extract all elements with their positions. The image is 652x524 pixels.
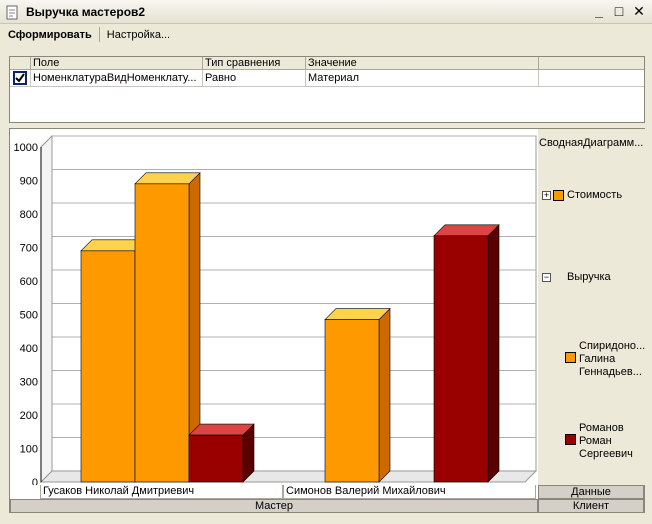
row-axis-button[interactable]: Мастер (10, 499, 538, 513)
legend-entry-line: Геннадьев... (579, 366, 642, 378)
legend-swatch-cost (553, 190, 564, 201)
legend-entry-romanov[interactable]: Романов Роман Сергеевич (565, 422, 652, 461)
pivot-chart-panel: 0 100 200 300 400 500 600 700 800 900 1000 Сводная… (9, 128, 646, 513)
bar-side (487, 224, 500, 483)
filter-table: Поле Тип сравнения Значение Номенклатура… (9, 56, 645, 123)
legend-entry-line: Романов (579, 422, 624, 434)
legend-group-label: Выручка (567, 271, 611, 283)
legend: СводнаяДиаграмм... + Стоимость − Выручка… (538, 129, 646, 485)
toolbar-separator (98, 27, 100, 42)
filter-header: Поле Тип сравнения Значение (10, 57, 644, 70)
y-tick-label: 1000 (14, 142, 38, 154)
y-tick-label: 400 (20, 343, 38, 355)
x-axis-categories: Гусаков Николай Дмитриевич Симонов Валер… (40, 485, 536, 499)
column-axis-button[interactable]: Клиент (538, 499, 644, 513)
chart-side-wall (40, 134, 53, 484)
filter-value-cell[interactable]: Материал (306, 70, 539, 86)
filter-comparison-cell[interactable]: Равно (203, 70, 306, 86)
header-value[interactable]: Значение (306, 57, 539, 69)
x-category-label[interactable]: Гусаков Николай Дмитриевич (40, 485, 283, 499)
y-tick-label: 700 (20, 243, 38, 255)
close-button[interactable]: ✕ (633, 3, 645, 19)
y-tick-label: 500 (20, 310, 38, 322)
bar (188, 434, 244, 483)
bar-top (188, 423, 255, 436)
legend-entry-spiridonova[interactable]: Спиридоно... Галина Геннадьев... (565, 340, 652, 379)
header-field[interactable]: Поле (31, 57, 203, 69)
settings-button[interactable]: Настройка... (106, 28, 171, 41)
y-tick-label: 600 (20, 276, 38, 288)
legend-entry-line: Роман (579, 435, 612, 447)
y-tick-label: 300 (20, 377, 38, 389)
bar-top (433, 224, 500, 237)
filter-checkbox[interactable] (13, 71, 27, 85)
maximize-button[interactable]: □ (614, 3, 624, 19)
header-comparison[interactable]: Тип сравнения (203, 57, 306, 69)
y-tick-label: 900 (20, 176, 38, 188)
legend-group-label: Стоимость (567, 189, 623, 201)
data-field-button[interactable]: Данные (538, 485, 644, 499)
bar-top (324, 308, 391, 320)
report-icon (6, 5, 18, 19)
legend-group-revenue[interactable]: − Выручка (542, 271, 611, 284)
header-check-column (10, 57, 31, 69)
title-bar: Выручка мастеров2 _ □ ✕ (0, 0, 652, 24)
generate-button[interactable]: Сформировать (8, 28, 92, 41)
bar-top (134, 172, 201, 185)
y-tick-label: 200 (20, 410, 38, 422)
legend-swatch-spiridonova (565, 352, 576, 363)
minimize-button[interactable]: _ (595, 3, 603, 19)
x-category-label[interactable]: Симонов Валерий Михайлович (283, 485, 536, 499)
bar-side (378, 307, 391, 483)
table-row[interactable]: НоменклатураВидНоменклату... Равно Матер… (10, 70, 644, 87)
checkmark-icon (15, 73, 25, 83)
legend-entry-line: Спиридоно... (579, 340, 646, 352)
bar-chart: 0 100 200 300 400 500 600 700 800 900 1000 (14, 134, 538, 485)
window-title: Выручка мастеров2 (26, 4, 146, 19)
legend-entry-line: Галина (579, 353, 616, 365)
expand-plus-icon[interactable]: + (542, 190, 551, 200)
y-tick-label: 0 (32, 477, 38, 485)
y-tick-label: 100 (20, 444, 38, 456)
bar (324, 319, 380, 483)
legend-group-cost[interactable]: + Стоимость (542, 189, 622, 202)
legend-entry-line: Сергеевич (579, 448, 633, 460)
bar (80, 250, 136, 483)
bar (433, 235, 489, 483)
y-tick-label: 800 (20, 209, 38, 221)
filter-field-cell[interactable]: НоменклатураВидНоменклату... (31, 70, 203, 86)
toolbar: Сформировать Настройка... (0, 24, 652, 45)
legend-swatch-romanov (565, 434, 576, 445)
legend-title: СводнаяДиаграмм... (539, 137, 644, 149)
bar (134, 183, 190, 483)
collapse-minus-icon[interactable]: − (542, 272, 551, 282)
